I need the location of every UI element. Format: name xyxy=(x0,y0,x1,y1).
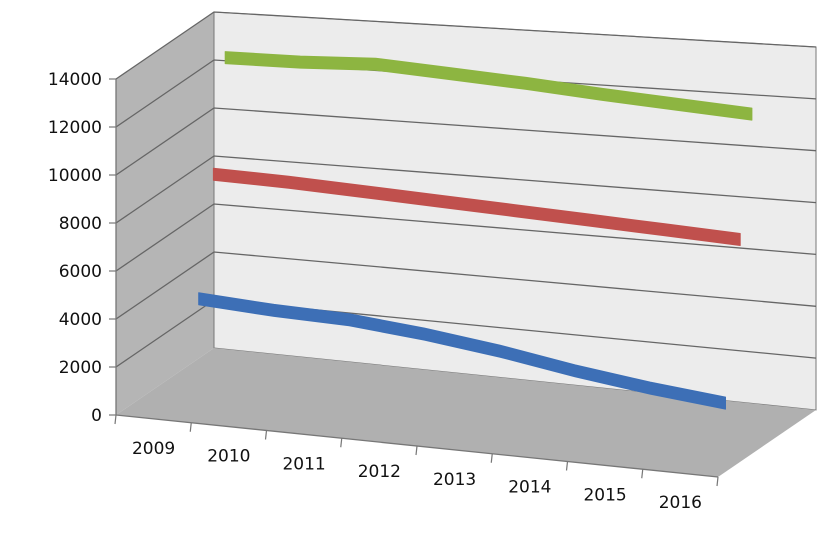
gridline xyxy=(115,11,817,80)
floor xyxy=(116,348,816,477)
y-tick-label: 10000 xyxy=(48,166,102,186)
gridline xyxy=(115,155,817,224)
series-ribbon-2 xyxy=(212,167,741,246)
y-tick-label: 4000 xyxy=(59,310,102,330)
y-tick-label: 14000 xyxy=(48,70,102,90)
series-ribbon-1 xyxy=(198,292,726,410)
x-tick-mark xyxy=(490,453,493,463)
x-tick-label: 2011 xyxy=(282,454,325,474)
x-tick-label: 2014 xyxy=(508,478,551,498)
x-tick-label: 2015 xyxy=(583,485,626,505)
x-tick-mark xyxy=(716,476,719,487)
y-tick-label: 2000 xyxy=(59,358,102,378)
x-tick-mark xyxy=(340,438,343,448)
y-tick-label: 8000 xyxy=(59,214,102,234)
y-tick-label: 6000 xyxy=(59,262,102,282)
y-tick-label: 0 xyxy=(91,406,102,426)
gridline xyxy=(115,59,817,128)
x-tick-label: 2010 xyxy=(207,447,250,467)
x-tick-mark xyxy=(264,430,268,440)
x-tick-mark xyxy=(565,461,569,471)
gridlines xyxy=(115,11,817,368)
y-tick-labels: 0 2000 4000 6000 8000 10000 12000 14000 xyxy=(48,70,102,426)
x-tick-mark xyxy=(189,422,192,432)
x-tick-label: 2016 xyxy=(659,493,702,513)
x-tick-label: 2012 xyxy=(358,462,401,482)
series-ribbons xyxy=(198,51,753,410)
gridline xyxy=(115,203,817,272)
side-wall xyxy=(116,12,214,415)
x-tick-mark xyxy=(114,414,117,425)
x-tick-labels: 2009 2010 2011 2012 2013 2014 2015 2016 xyxy=(132,439,702,513)
gridline xyxy=(115,251,817,320)
axis-lines xyxy=(109,78,719,487)
x-tick-mark xyxy=(641,469,644,479)
y-tick-label: 12000 xyxy=(48,118,102,138)
x-tick-label: 2013 xyxy=(433,470,476,490)
x-tick-mark xyxy=(415,445,418,456)
x-tick-label: 2009 xyxy=(132,439,175,459)
series-ribbon-3 xyxy=(224,51,753,121)
gridline xyxy=(115,107,817,176)
